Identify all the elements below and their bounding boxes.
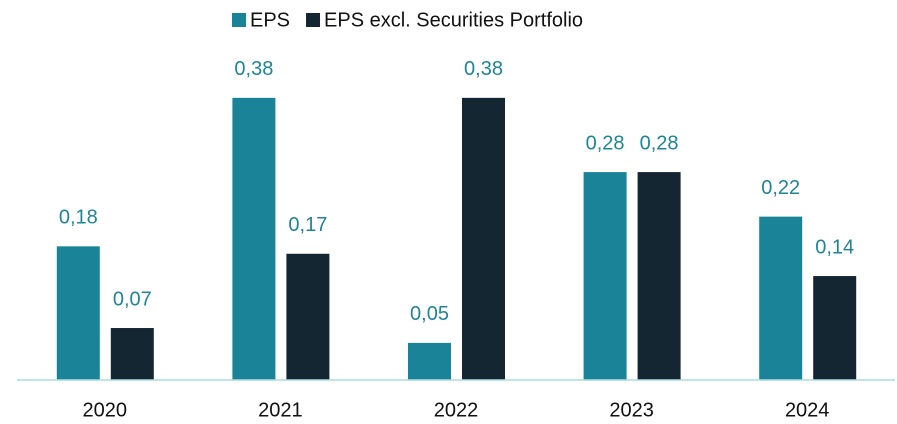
value-label: 0,28 [640, 132, 679, 154]
bar [408, 342, 451, 380]
x-tick-label: 2024 [785, 399, 830, 421]
value-label: 0,07 [113, 288, 152, 310]
legend-label: EPS excl. Securities Portfolio [324, 9, 583, 31]
value-label: 0,05 [410, 303, 449, 325]
bar [813, 276, 857, 380]
bar [286, 253, 330, 380]
value-label: 0,17 [288, 214, 327, 236]
bar [56, 246, 100, 380]
bar [462, 97, 505, 380]
bar [110, 328, 154, 380]
legend-swatch [232, 13, 246, 27]
x-tick-label: 2023 [609, 399, 654, 421]
value-label: 0,38 [464, 58, 503, 80]
value-label: 0,28 [586, 132, 625, 154]
value-label: 0,18 [59, 207, 98, 229]
x-tick-label: 2020 [83, 399, 128, 421]
bar [232, 97, 276, 380]
x-tick-label: 2021 [258, 399, 303, 421]
value-label: 0,22 [761, 177, 800, 199]
value-label: 0,38 [234, 58, 273, 80]
legend-swatch [306, 13, 321, 27]
value-label: 0,14 [815, 236, 854, 258]
bar [637, 172, 681, 380]
legend-label: EPS [250, 9, 290, 31]
bar [583, 172, 627, 380]
x-tick-label: 2022 [434, 399, 479, 421]
bar [759, 216, 803, 380]
